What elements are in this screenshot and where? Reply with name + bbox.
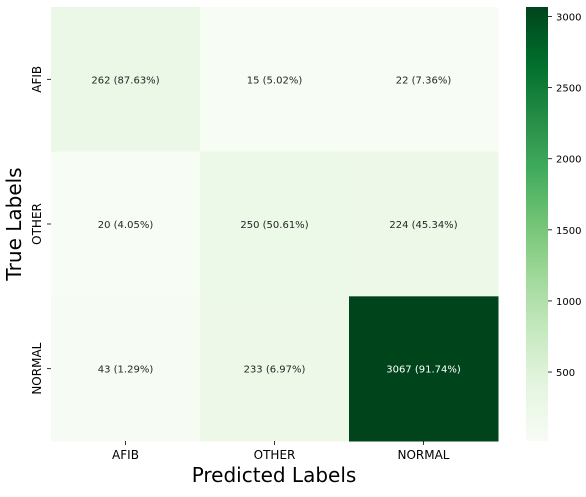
colorbar: 500 1000 1500 2000 2500 3000 [526,7,581,441]
x-axis-ticks: AFIB OTHER NORMAL [112,441,450,462]
heatmap-cell-label: 224 (45.34%) [389,220,457,231]
heatmap-cell [200,151,350,297]
y-tick-label: NORMAL [30,342,44,394]
x-tick-label: NORMAL [397,448,449,462]
heatmap-cell [51,296,201,442]
heatmap-cell [349,296,499,442]
colorbar-tick-label: 500 [556,368,575,379]
heatmap-cell-labels: 262 (87.63%) 15 (5.02%) 22 (7.36%) 20 (4.05… [91,75,460,375]
heatmap-cell-label: 233 (6.97%) [244,365,306,376]
colorbar-tick-label: 1500 [556,226,581,237]
heatmap-cell-label: 262 (87.63%) [91,75,159,86]
heatmap-cell [51,7,201,153]
colorbar-gradient [526,7,548,441]
colorbar-tick-label: 1000 [556,297,581,308]
heatmap-cell-label: 3067 (91.74%) [386,365,461,376]
heatmap-cell-label: 15 (5.02%) [247,75,303,86]
heatmap-cell-label: 43 (1.29%) [98,365,154,376]
colorbar-tick-label: 2000 [556,155,581,166]
heatmap-cell [349,151,499,297]
x-tick-label: AFIB [112,448,139,462]
heatmap-cell [200,7,350,153]
y-tick-label: AFIB [30,66,44,93]
heatmap-cells [51,7,499,442]
heatmap-cell [200,296,350,442]
y-axis-ticks: AFIB OTHER NORMAL [30,66,51,395]
colorbar-tick-label: 3000 [556,13,581,24]
colorbar-tick-label: 2500 [556,84,581,95]
heatmap-cell [51,151,201,297]
x-axis-label: Predicted Labels [192,463,357,487]
y-tick-label: OTHER [30,203,44,245]
heatmap-cell [349,7,499,153]
heatmap-cell-label: 20 (4.05%) [98,220,154,231]
colorbar-ticks: 500 1000 1500 2000 2500 3000 [548,13,581,379]
x-tick-label: OTHER [254,448,296,462]
y-axis-label: True Labels [2,167,26,281]
heatmap-cell-label: 250 (50.61%) [240,220,308,231]
heatmap-cell-label: 22 (7.36%) [396,75,452,86]
